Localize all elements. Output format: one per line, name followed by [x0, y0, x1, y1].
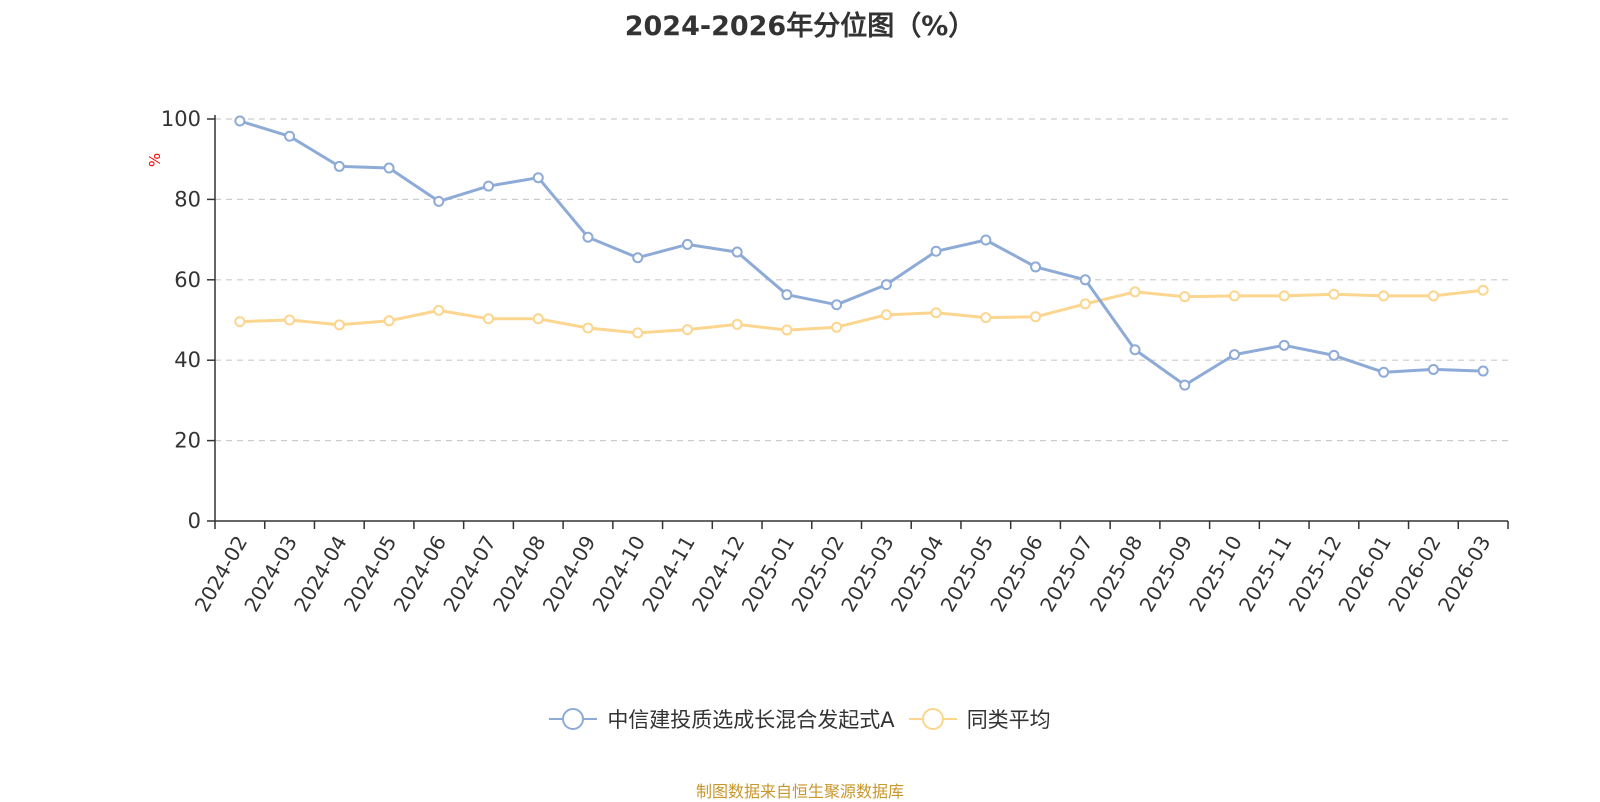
data-point-series-2-2025-05[interactable] — [980, 312, 992, 324]
data-point-series-2-2025-06[interactable] — [1030, 311, 1042, 323]
y-tick-label-40: 40 — [174, 348, 201, 372]
data-point-series-2-2025-02[interactable] — [831, 321, 843, 333]
data-point-series-2-2024-02[interactable] — [234, 316, 246, 328]
data-point-series-2-2025-01[interactable] — [781, 324, 793, 336]
data-point-series-2-2024-10[interactable] — [632, 327, 644, 339]
data-point-series-2-2025-10[interactable] — [1228, 290, 1240, 302]
legend-item-series-2[interactable]: 同类平均 — [908, 704, 1051, 734]
legend-marker-series-2 — [908, 708, 957, 730]
data-point-series-1-2024-07[interactable] — [483, 180, 495, 192]
data-point-series-1-2024-08[interactable] — [532, 172, 544, 184]
data-point-series-1-2025-12[interactable] — [1328, 349, 1340, 361]
series-line-2 — [239, 288, 1484, 335]
data-point-series-1-2024-05[interactable] — [383, 162, 395, 174]
y-axis-label: % — [146, 153, 164, 167]
data-point-series-2-2025-11[interactable] — [1278, 290, 1290, 302]
data-point-series-2-2024-06[interactable] — [433, 304, 445, 316]
data-point-series-1-2024-12[interactable] — [731, 246, 743, 258]
data-point-series-1-2026-03[interactable] — [1477, 365, 1489, 377]
data-point-series-2-2025-12[interactable] — [1328, 288, 1340, 300]
chart-title: 2024-2026年分位图（%） — [624, 11, 976, 42]
data-point-series-1-2025-09[interactable] — [1179, 379, 1191, 391]
source-note: 制图数据来自恒生聚源数据库 — [695, 782, 904, 801]
data-point-series-1-2025-05[interactable] — [980, 234, 992, 246]
data-point-series-1-2024-03[interactable] — [284, 130, 296, 142]
data-point-series-1-2025-07[interactable] — [1079, 274, 1091, 286]
data-point-series-2-2024-03[interactable] — [284, 314, 296, 326]
data-point-series-1-2024-06[interactable] — [433, 195, 445, 207]
legend-label-series-2: 同类平均 — [966, 708, 1051, 732]
data-point-series-1-2024-09[interactable] — [582, 231, 594, 243]
data-point-series-2-2026-03[interactable] — [1477, 284, 1489, 296]
data-point-series-2-2024-12[interactable] — [731, 318, 743, 330]
data-point-series-1-2026-02[interactable] — [1427, 363, 1439, 375]
series-line-1 — [239, 119, 1484, 387]
data-point-series-2-2024-11[interactable] — [681, 324, 693, 336]
data-point-series-2-2025-08[interactable] — [1129, 286, 1141, 298]
data-point-series-1-2025-03[interactable] — [880, 279, 892, 291]
y-tick-label-60: 60 — [174, 268, 201, 292]
data-point-series-2-2024-05[interactable] — [383, 315, 395, 327]
data-point-series-1-2024-10[interactable] — [632, 252, 644, 264]
y-tick-label-0: 0 — [188, 509, 201, 533]
data-point-series-1-2025-02[interactable] — [831, 299, 843, 311]
data-point-series-1-2025-01[interactable] — [781, 289, 793, 301]
data-point-series-1-2024-11[interactable] — [681, 238, 693, 250]
data-point-series-1-2026-01[interactable] — [1378, 366, 1390, 378]
data-point-series-1-2025-04[interactable] — [930, 245, 942, 257]
data-point-series-2-2025-03[interactable] — [880, 309, 892, 321]
y-tick-label-80: 80 — [174, 187, 201, 211]
data-point-series-1-2025-10[interactable] — [1228, 349, 1240, 361]
data-point-series-2-2025-09[interactable] — [1179, 291, 1191, 303]
legend-item-series-1[interactable]: 中信建投质选成长混合发起式A — [549, 704, 895, 734]
data-point-series-2-2025-04[interactable] — [930, 307, 942, 319]
data-point-series-1-2024-04[interactable] — [333, 160, 345, 172]
y-tick-label-20: 20 — [174, 429, 201, 453]
data-point-series-2-2024-09[interactable] — [582, 322, 594, 334]
legend: 中信建投质选成长混合发起式A 同类平均 — [0, 704, 1600, 734]
y-tick-label-100: 100 — [161, 107, 201, 131]
data-point-series-2-2024-08[interactable] — [532, 313, 544, 325]
data-point-series-1-2025-11[interactable] — [1278, 339, 1290, 351]
data-point-series-2-2026-02[interactable] — [1427, 290, 1439, 302]
data-point-series-2-2026-01[interactable] — [1378, 290, 1390, 302]
data-point-series-1-2025-08[interactable] — [1129, 344, 1141, 356]
data-point-series-1-2025-06[interactable] — [1030, 261, 1042, 273]
data-point-series-2-2025-07[interactable] — [1079, 298, 1091, 310]
data-point-series-2-2024-04[interactable] — [333, 319, 345, 331]
data-point-series-2-2024-07[interactable] — [483, 313, 495, 325]
data-point-series-1-2024-02[interactable] — [234, 115, 246, 127]
legend-label-series-1: 中信建投质选成长混合发起式A — [607, 708, 895, 732]
legend-marker-series-1 — [549, 708, 598, 730]
